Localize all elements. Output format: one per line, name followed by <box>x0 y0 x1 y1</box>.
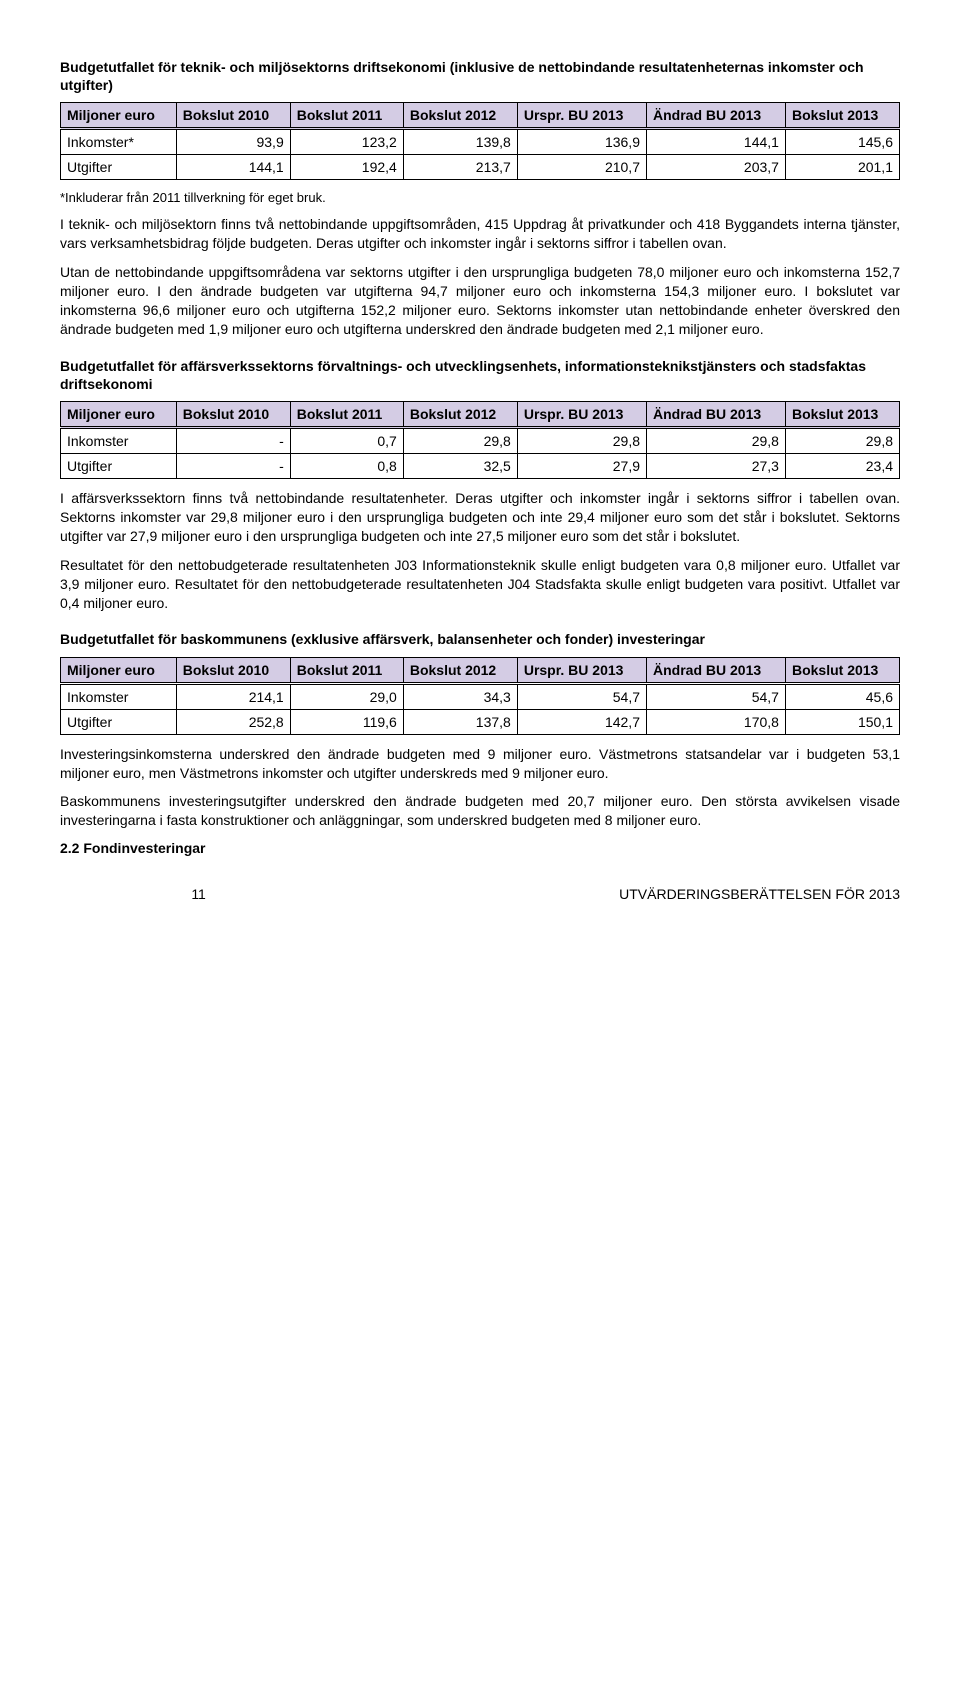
section3-title: Budgetutfallet för baskommunens (exklusi… <box>60 630 900 648</box>
cell: 27,3 <box>647 454 786 479</box>
cell: 201,1 <box>785 155 899 180</box>
cell: 139,8 <box>403 129 517 155</box>
page-number: 11 <box>60 886 337 902</box>
section1-title: Budgetutfallet för teknik- och miljösekt… <box>60 58 900 94</box>
col-header: Urspr. BU 2013 <box>517 657 646 683</box>
col-header: Bokslut 2011 <box>290 657 403 683</box>
col-header: Miljoner euro <box>61 402 177 428</box>
cell: 32,5 <box>403 454 517 479</box>
col-header: Bokslut 2013 <box>785 103 899 129</box>
section1-footnote: *Inkluderar från 2011 tillverkning för e… <box>60 190 900 205</box>
cell: 119,6 <box>290 709 403 734</box>
col-header: Miljoner euro <box>61 103 177 129</box>
section1-table: Miljoner euro Bokslut 2010 Bokslut 2011 … <box>60 102 900 180</box>
section3-para2: Baskommunens investeringsutgifter unders… <box>60 792 900 830</box>
cell: 29,8 <box>517 428 646 454</box>
cell: - <box>176 428 290 454</box>
section1-para1: I teknik- och miljösektorn finns två net… <box>60 215 900 253</box>
section1-para2: Utan de nettobindande uppgiftsområdena v… <box>60 263 900 339</box>
cell: 0,8 <box>290 454 403 479</box>
col-header: Ändrad BU 2013 <box>647 103 786 129</box>
table-row: Utgifter 144,1 192,4 213,7 210,7 203,7 2… <box>61 155 900 180</box>
cell: 29,8 <box>403 428 517 454</box>
cell: 214,1 <box>176 683 290 709</box>
col-header: Bokslut 2012 <box>403 402 517 428</box>
cell: 34,3 <box>403 683 517 709</box>
page-footer: 11 UTVÄRDERINGSBERÄTTELSEN FÖR 2013 <box>60 886 900 902</box>
row-label: Inkomster <box>61 683 177 709</box>
table-row: Inkomster 214,1 29,0 34,3 54,7 54,7 45,6 <box>61 683 900 709</box>
col-header: Miljoner euro <box>61 657 177 683</box>
row-label: Inkomster <box>61 428 177 454</box>
cell: 29,0 <box>290 683 403 709</box>
cell: 45,6 <box>785 683 899 709</box>
cell: 213,7 <box>403 155 517 180</box>
heading-2-2: 2.2 Fondinvesteringar <box>60 840 900 856</box>
col-header: Ändrad BU 2013 <box>647 402 786 428</box>
cell: 192,4 <box>290 155 403 180</box>
cell: 137,8 <box>403 709 517 734</box>
row-label: Inkomster* <box>61 129 177 155</box>
col-header: Bokslut 2010 <box>176 402 290 428</box>
cell: 0,7 <box>290 428 403 454</box>
col-header: Urspr. BU 2013 <box>517 402 646 428</box>
cell: 54,7 <box>517 683 646 709</box>
cell: 144,1 <box>176 155 290 180</box>
cell: 23,4 <box>785 454 899 479</box>
col-header: Bokslut 2012 <box>403 103 517 129</box>
cell: 29,8 <box>647 428 786 454</box>
col-header: Urspr. BU 2013 <box>517 103 646 129</box>
cell: 123,2 <box>290 129 403 155</box>
cell: 170,8 <box>647 709 786 734</box>
section2-para1: I affärsverkssektorn finns två nettobind… <box>60 489 900 546</box>
table-row: Utgifter - 0,8 32,5 27,9 27,3 23,4 <box>61 454 900 479</box>
row-label: Utgifter <box>61 155 177 180</box>
cell: 203,7 <box>647 155 786 180</box>
cell: 54,7 <box>647 683 786 709</box>
section2-para2: Resultatet för den nettobudgeterade resu… <box>60 556 900 613</box>
col-header: Bokslut 2013 <box>785 657 899 683</box>
row-label: Utgifter <box>61 454 177 479</box>
col-header: Bokslut 2010 <box>176 103 290 129</box>
cell: 150,1 <box>785 709 899 734</box>
cell: 144,1 <box>647 129 786 155</box>
cell: 136,9 <box>517 129 646 155</box>
cell: - <box>176 454 290 479</box>
col-header: Bokslut 2012 <box>403 657 517 683</box>
cell: 93,9 <box>176 129 290 155</box>
section3-para1: Investeringsinkomsterna underskred den ä… <box>60 745 900 783</box>
col-header: Bokslut 2011 <box>290 402 403 428</box>
cell: 210,7 <box>517 155 646 180</box>
col-header: Bokslut 2011 <box>290 103 403 129</box>
cell: 27,9 <box>517 454 646 479</box>
cell: 29,8 <box>785 428 899 454</box>
table-row: Utgifter 252,8 119,6 137,8 142,7 170,8 1… <box>61 709 900 734</box>
cell: 145,6 <box>785 129 899 155</box>
cell: 142,7 <box>517 709 646 734</box>
row-label: Utgifter <box>61 709 177 734</box>
col-header: Ändrad BU 2013 <box>647 657 786 683</box>
section2-table: Miljoner euro Bokslut 2010 Bokslut 2011 … <box>60 401 900 479</box>
cell: 252,8 <box>176 709 290 734</box>
col-header: Bokslut 2013 <box>785 402 899 428</box>
col-header: Bokslut 2010 <box>176 657 290 683</box>
table-row: Inkomster* 93,9 123,2 139,8 136,9 144,1 … <box>61 129 900 155</box>
footer-right: UTVÄRDERINGSBERÄTTELSEN FÖR 2013 <box>346 886 900 902</box>
section2-title: Budgetutfallet för affärsverkssektorns f… <box>60 357 900 393</box>
section3-table: Miljoner euro Bokslut 2010 Bokslut 2011 … <box>60 657 900 735</box>
table-row: Inkomster - 0,7 29,8 29,8 29,8 29,8 <box>61 428 900 454</box>
